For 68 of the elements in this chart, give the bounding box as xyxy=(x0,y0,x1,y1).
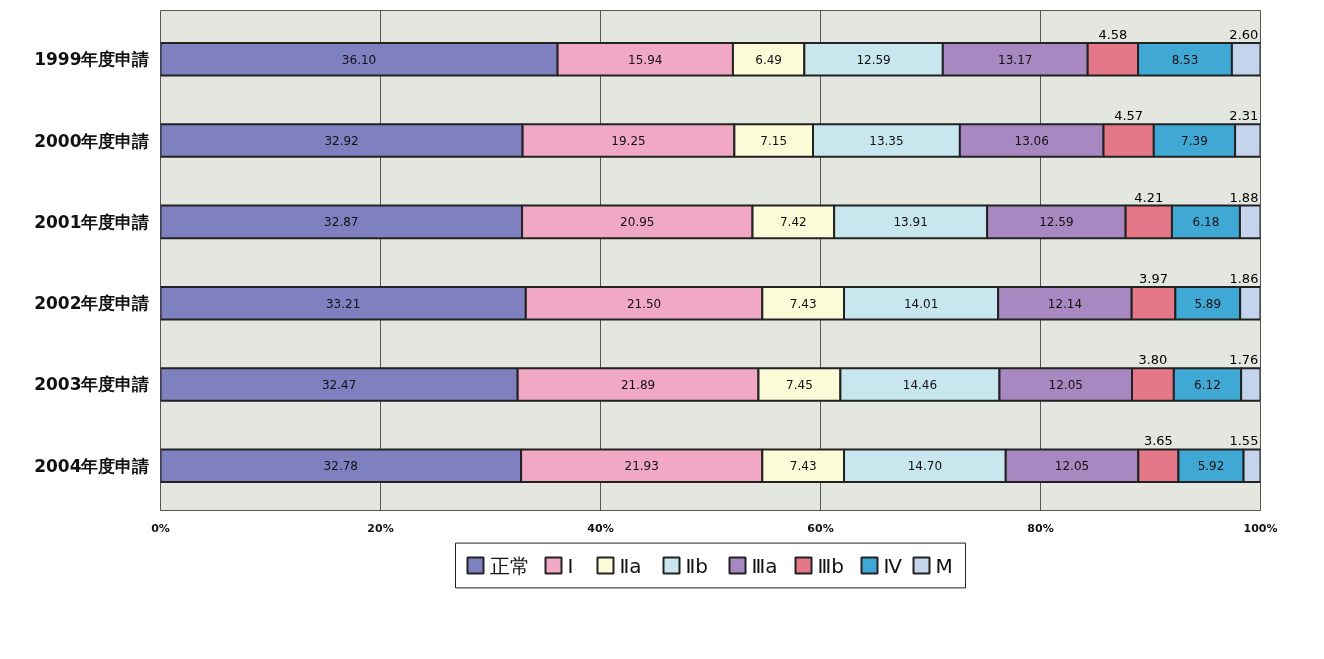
data-label: 32.87 xyxy=(324,215,359,230)
data-label: 7.15 xyxy=(760,134,788,149)
y-tick-label: 2001年度申請 xyxy=(34,211,150,232)
legend-label: Ⅳ xyxy=(883,553,903,578)
data-label: 13.35 xyxy=(869,134,904,149)
y-tick-label: 2003年度申請 xyxy=(34,374,150,395)
data-label: 12.05 xyxy=(1054,459,1090,474)
data-label: 7.42 xyxy=(779,215,807,230)
data-label: 13.06 xyxy=(1014,134,1049,149)
data-label: 21.50 xyxy=(626,296,662,311)
legend-label: Ⅰ xyxy=(567,553,574,578)
data-label: 1.76 xyxy=(1229,352,1259,368)
x-tick-label: 0% xyxy=(151,521,170,535)
data-label: 1.55 xyxy=(1229,433,1259,449)
data-label: 1.88 xyxy=(1229,189,1259,205)
data-label: 3.80 xyxy=(1138,352,1168,368)
x-tick-label: 100% xyxy=(1243,521,1278,535)
data-label: 32.78 xyxy=(323,459,358,474)
data-label: 6.49 xyxy=(755,52,782,67)
data-label: 8.53 xyxy=(1171,52,1199,67)
legend-label: Ⅱa xyxy=(619,553,642,578)
data-label: 1.86 xyxy=(1229,270,1259,286)
x-tick-label: 20% xyxy=(367,521,394,535)
data-label: 33.21 xyxy=(325,296,361,311)
data-label: 7.39 xyxy=(1181,134,1208,149)
legend-label: 正常 xyxy=(489,553,530,578)
data-label: 21.93 xyxy=(624,459,659,474)
data-label: 13.17 xyxy=(998,52,1033,67)
y-tick-label: 1999年度申請 xyxy=(34,49,150,70)
data-label: 14.46 xyxy=(902,377,938,392)
y-tick-label: 2004年度申請 xyxy=(34,455,150,476)
data-label: 4.57 xyxy=(1114,108,1144,124)
data-label: 7.43 xyxy=(789,459,817,474)
data-label: 19.25 xyxy=(611,134,646,149)
data-label: 20.95 xyxy=(620,215,655,230)
y-tick-label: 2002年度申請 xyxy=(34,293,150,314)
data-label: 4.58 xyxy=(1098,26,1128,42)
data-label: 21.89 xyxy=(620,377,656,392)
legend-label: Ⅲa xyxy=(751,553,778,578)
data-label: 13.91 xyxy=(893,215,928,230)
data-label: 7.43 xyxy=(789,296,817,311)
data-label: 4.21 xyxy=(1134,189,1164,205)
data-label: 3.97 xyxy=(1139,270,1169,286)
data-label: 12.59 xyxy=(1039,215,1074,230)
legend-label: Ⅱb xyxy=(685,553,709,578)
data-label: 12.59 xyxy=(856,52,891,67)
data-label: 32.92 xyxy=(324,134,359,149)
x-tick-label: 60% xyxy=(807,521,834,535)
legend-label: Ⅲb xyxy=(817,553,844,578)
data-label: 14.01 xyxy=(903,296,939,311)
data-label: 2.31 xyxy=(1229,108,1259,124)
data-label: 6.12 xyxy=(1194,377,1221,392)
y-tick-label: 2000年度申請 xyxy=(34,130,150,151)
data-label: 15.94 xyxy=(628,52,663,67)
data-label: 3.65 xyxy=(1143,433,1173,449)
data-label: 32.47 xyxy=(321,377,357,392)
data-label: 12.05 xyxy=(1048,377,1083,392)
data-label: 12.14 xyxy=(1047,296,1083,311)
data-label: 36.10 xyxy=(341,52,377,67)
x-tick-label: 40% xyxy=(587,521,614,535)
data-label: 5.92 xyxy=(1197,459,1225,474)
legend-label: M xyxy=(935,553,953,578)
x-tick-label: 80% xyxy=(1027,521,1054,535)
data-label: 2.60 xyxy=(1229,26,1259,42)
data-label: 14.70 xyxy=(907,459,943,474)
data-label: 7.45 xyxy=(786,377,813,392)
data-label: 5.89 xyxy=(1194,296,1222,311)
data-label: 6.18 xyxy=(1192,215,1220,230)
